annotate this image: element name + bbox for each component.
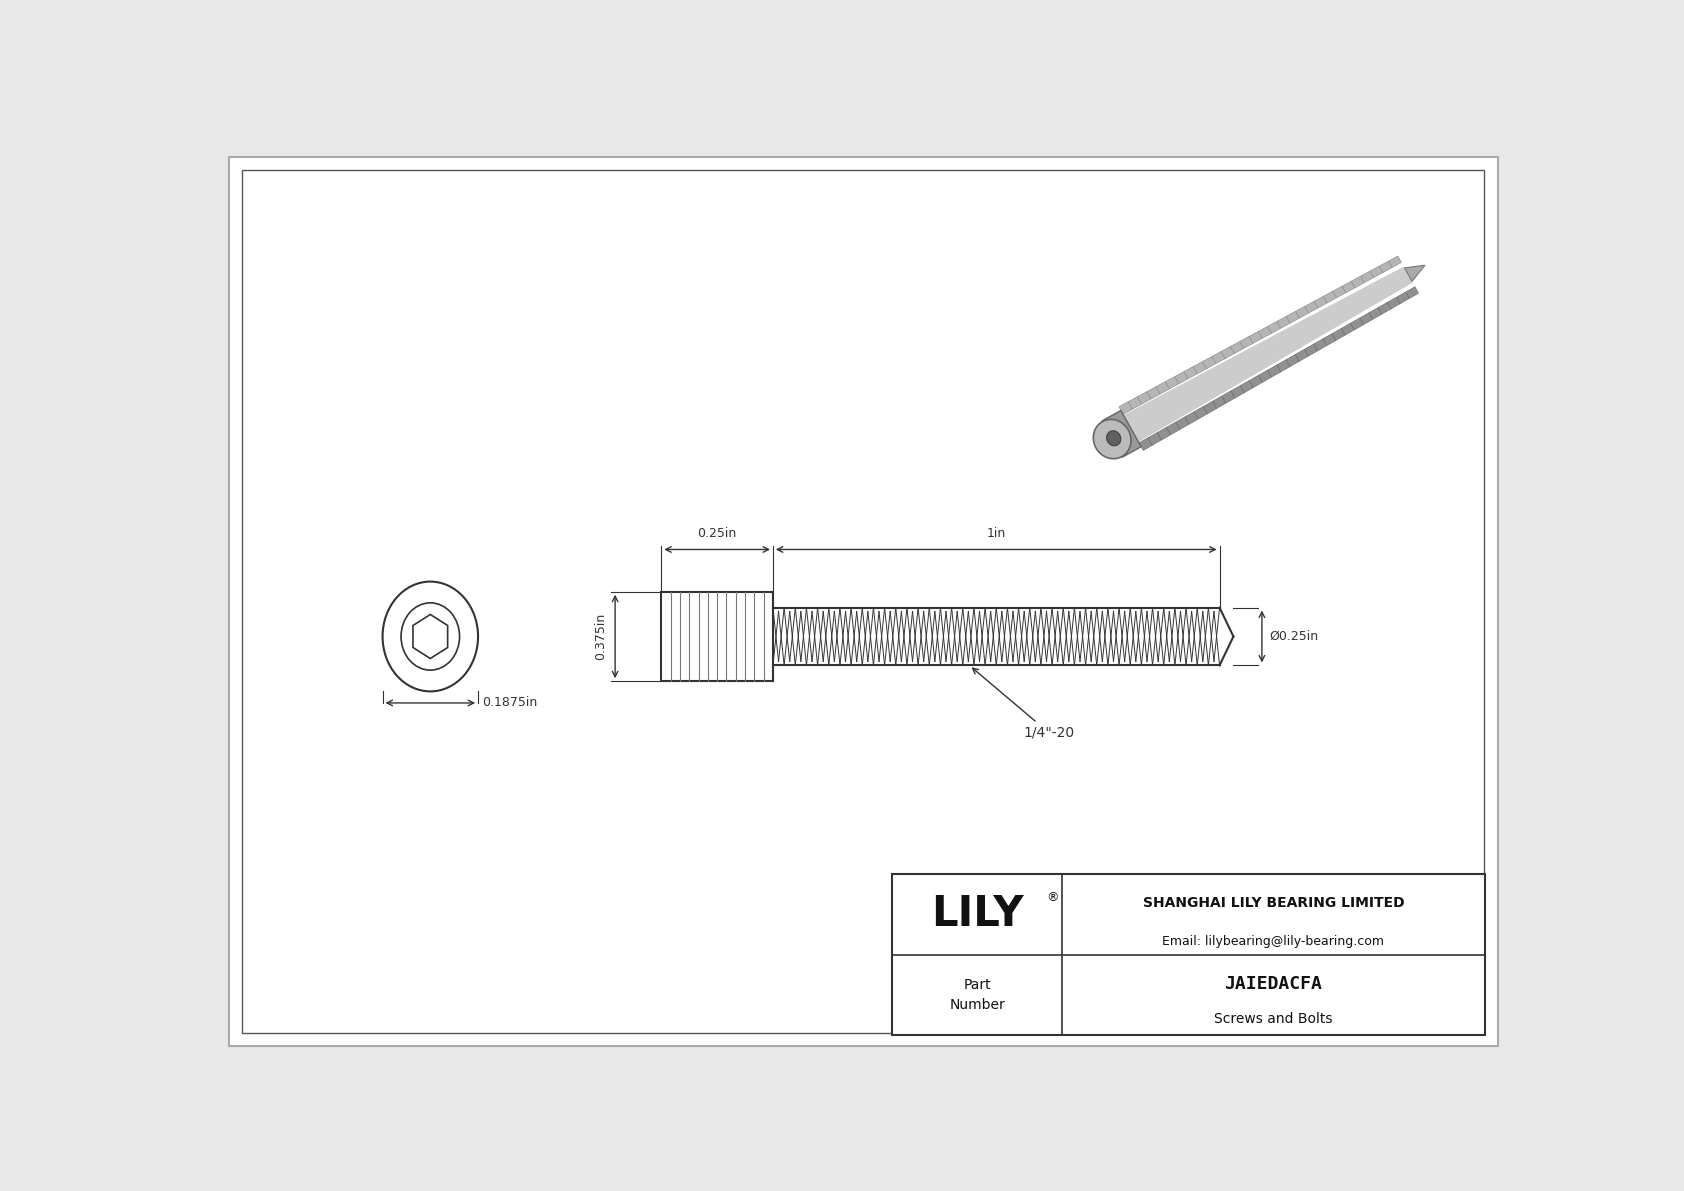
- Polygon shape: [1406, 287, 1418, 299]
- Polygon shape: [1389, 256, 1401, 268]
- Polygon shape: [1212, 351, 1226, 363]
- Polygon shape: [1361, 272, 1374, 282]
- Text: 0.1875in: 0.1875in: [482, 697, 537, 710]
- Polygon shape: [1342, 281, 1356, 293]
- Polygon shape: [1165, 376, 1179, 389]
- Polygon shape: [1379, 261, 1393, 273]
- Polygon shape: [1123, 267, 1413, 442]
- Polygon shape: [1396, 292, 1410, 304]
- Polygon shape: [1388, 298, 1399, 308]
- Polygon shape: [1371, 266, 1383, 278]
- Polygon shape: [1305, 344, 1317, 356]
- Text: JAIEDACFA: JAIEDACFA: [1224, 974, 1322, 992]
- Polygon shape: [1378, 303, 1391, 314]
- Polygon shape: [1231, 342, 1244, 354]
- Ellipse shape: [1106, 431, 1122, 445]
- Polygon shape: [1194, 406, 1207, 419]
- Polygon shape: [1137, 392, 1150, 404]
- Polygon shape: [1250, 331, 1263, 343]
- Polygon shape: [1101, 411, 1142, 457]
- Polygon shape: [1175, 372, 1187, 384]
- Polygon shape: [1359, 313, 1372, 325]
- Polygon shape: [413, 615, 448, 659]
- Polygon shape: [1223, 391, 1234, 404]
- Polygon shape: [1351, 276, 1364, 288]
- Polygon shape: [1231, 386, 1244, 398]
- Polygon shape: [1194, 362, 1206, 374]
- Text: SHANGHAI LILY BEARING LIMITED: SHANGHAI LILY BEARING LIMITED: [1143, 896, 1404, 910]
- Polygon shape: [1221, 347, 1234, 358]
- Polygon shape: [1332, 329, 1346, 341]
- Polygon shape: [1305, 301, 1319, 313]
- Polygon shape: [1118, 401, 1132, 414]
- Text: Ø0.25in: Ø0.25in: [1270, 630, 1319, 643]
- Polygon shape: [1332, 286, 1346, 298]
- Polygon shape: [1155, 381, 1169, 394]
- Polygon shape: [1239, 336, 1253, 349]
- FancyBboxPatch shape: [216, 143, 1512, 1060]
- Text: ®: ®: [1046, 891, 1059, 904]
- Polygon shape: [1287, 311, 1300, 323]
- Polygon shape: [1138, 437, 1152, 450]
- Text: 0.25in: 0.25in: [697, 528, 738, 541]
- Polygon shape: [1212, 397, 1226, 409]
- Polygon shape: [1276, 317, 1290, 329]
- Text: LILY: LILY: [931, 893, 1024, 935]
- Polygon shape: [1258, 326, 1271, 338]
- Polygon shape: [1268, 364, 1282, 378]
- Polygon shape: [1202, 356, 1216, 369]
- Polygon shape: [1324, 291, 1337, 303]
- Ellipse shape: [1093, 419, 1132, 459]
- Polygon shape: [1204, 401, 1216, 413]
- Polygon shape: [1314, 338, 1327, 351]
- Ellipse shape: [382, 581, 478, 692]
- Polygon shape: [1148, 432, 1162, 445]
- Text: 1/4"-20: 1/4"-20: [973, 668, 1074, 740]
- Polygon shape: [1258, 370, 1271, 382]
- Polygon shape: [1295, 306, 1308, 318]
- Polygon shape: [1239, 380, 1253, 393]
- Polygon shape: [1167, 422, 1180, 435]
- Text: 0.375in: 0.375in: [594, 613, 608, 660]
- FancyBboxPatch shape: [229, 157, 1497, 1046]
- Ellipse shape: [401, 603, 460, 671]
- Polygon shape: [1324, 333, 1335, 345]
- Text: Email: lilybearing@lily-bearing.com: Email: lilybearing@lily-bearing.com: [1162, 935, 1384, 948]
- Polygon shape: [1342, 323, 1354, 335]
- Polygon shape: [1268, 322, 1282, 333]
- Polygon shape: [1287, 355, 1300, 367]
- Text: 1in: 1in: [987, 528, 1005, 541]
- Polygon shape: [1295, 349, 1308, 361]
- Polygon shape: [1184, 367, 1197, 379]
- Polygon shape: [1128, 397, 1142, 410]
- Polygon shape: [1147, 387, 1160, 399]
- Polygon shape: [1186, 412, 1199, 424]
- Polygon shape: [1157, 428, 1170, 439]
- Text: Screws and Bolts: Screws and Bolts: [1214, 1012, 1332, 1027]
- Polygon shape: [1404, 266, 1425, 281]
- Polygon shape: [1276, 360, 1290, 372]
- Polygon shape: [1369, 307, 1383, 319]
- FancyBboxPatch shape: [893, 874, 1485, 1035]
- Text: Part
Number: Part Number: [950, 978, 1005, 1011]
- FancyBboxPatch shape: [662, 592, 773, 681]
- Polygon shape: [1314, 297, 1327, 308]
- Polygon shape: [1250, 375, 1263, 387]
- Polygon shape: [1175, 417, 1189, 430]
- Polygon shape: [1351, 318, 1364, 330]
